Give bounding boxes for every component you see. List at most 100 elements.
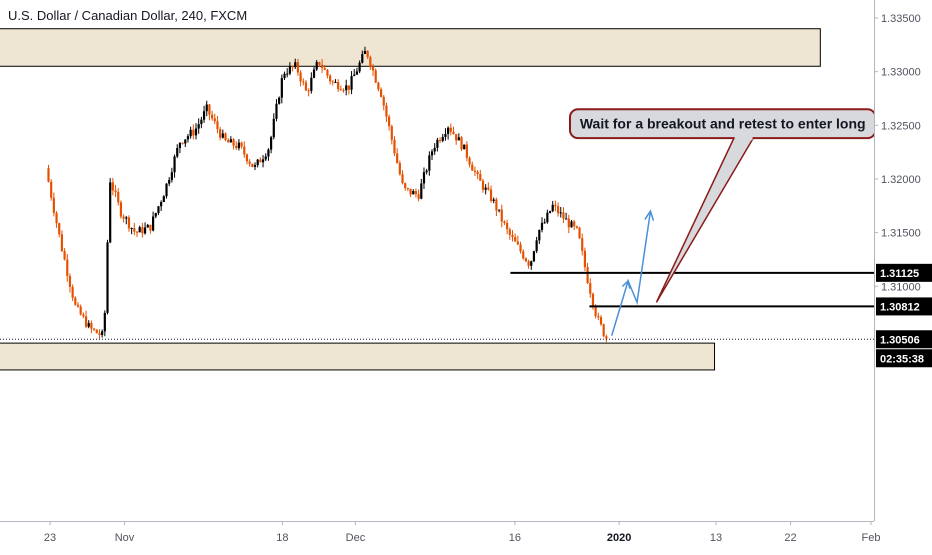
- candle-body: [334, 81, 337, 83]
- candle-body: [307, 90, 310, 92]
- candle-body: [138, 227, 141, 233]
- candle-body: [87, 322, 90, 327]
- candle-body: [583, 250, 586, 268]
- candle-body: [318, 61, 321, 65]
- candle-body: [170, 172, 173, 180]
- candle-body: [119, 202, 123, 217]
- candle-body: [294, 62, 297, 68]
- candle-body: [331, 81, 334, 83]
- candle-body: [538, 229, 541, 241]
- candle-body: [251, 163, 254, 167]
- x-tick-label: Nov: [115, 532, 135, 544]
- candle-body: [272, 118, 275, 138]
- candle-body: [363, 50, 367, 54]
- candle-body: [559, 212, 562, 214]
- candle-body: [377, 82, 380, 90]
- candle-body: [165, 183, 168, 197]
- candle-body: [101, 331, 104, 336]
- candle-body: [339, 89, 342, 91]
- candle-body: [127, 217, 131, 229]
- callout-text: Wait for a breakout and retest to enter …: [580, 116, 866, 132]
- candle-body: [224, 133, 227, 141]
- candle-body: [130, 228, 133, 230]
- candle-body: [530, 261, 533, 266]
- candle-body: [355, 71, 359, 75]
- x-tick-label: 13: [710, 532, 722, 544]
- candle-body: [597, 315, 600, 318]
- candle-body: [109, 182, 112, 243]
- candle-body: [208, 104, 211, 115]
- candle-body: [514, 237, 517, 242]
- candle-body: [374, 70, 377, 83]
- candle-body: [243, 146, 246, 155]
- candle-body: [141, 227, 144, 234]
- candle-body: [508, 229, 511, 236]
- candle-body: [149, 224, 152, 231]
- candle-body: [248, 161, 251, 164]
- candle-body: [253, 165, 257, 167]
- candle-body: [192, 129, 195, 136]
- candle-body: [176, 147, 179, 157]
- support-zone: [0, 342, 716, 371]
- candle-body: [447, 127, 450, 134]
- candle-body: [66, 259, 69, 277]
- candle-body: [511, 235, 514, 238]
- candle-body: [543, 222, 546, 224]
- candle-body: [315, 61, 318, 70]
- y-tick-label: 1.32500: [881, 120, 921, 132]
- candle-body: [481, 180, 485, 190]
- candle-body: [495, 199, 498, 211]
- candle-body: [573, 221, 576, 227]
- candle-body: [55, 212, 58, 224]
- candle-body: [146, 224, 149, 228]
- candle-body: [219, 129, 222, 138]
- candle-body: [602, 324, 605, 337]
- x-tick-label: 22: [784, 532, 796, 544]
- candle-body: [280, 78, 283, 98]
- candle-body: [200, 119, 203, 125]
- candle-body: [82, 314, 85, 317]
- candle-body: [487, 187, 490, 190]
- callout-layer: Wait for a breakout and retest to enter …: [569, 108, 877, 303]
- candle-body: [532, 251, 536, 262]
- candle-body: [570, 221, 573, 228]
- candle-body: [98, 333, 101, 336]
- candle-body: [433, 147, 436, 152]
- candle-body: [540, 222, 544, 230]
- candle-body: [428, 155, 431, 171]
- candle-body: [417, 194, 420, 199]
- candle-body: [267, 149, 270, 157]
- candle-body: [350, 76, 353, 90]
- candle-body: [484, 187, 487, 190]
- candle-body: [194, 128, 198, 136]
- current-price-tag: [876, 330, 932, 349]
- candle-body: [476, 171, 479, 174]
- candle-body: [479, 173, 482, 181]
- candle-body: [473, 170, 477, 172]
- candle-body: [213, 118, 216, 122]
- candle-body: [275, 103, 278, 119]
- zones-layer: [0, 28, 821, 371]
- candle-body: [497, 209, 501, 211]
- candle-body: [441, 136, 444, 141]
- candle-body: [449, 127, 452, 132]
- candle-body: [186, 136, 190, 140]
- candle-body: [320, 64, 324, 69]
- candle-body: [581, 238, 584, 251]
- x-tick-label: 18: [276, 532, 288, 544]
- candle-body: [382, 96, 385, 106]
- projection-path: [611, 211, 652, 336]
- candle-body: [47, 168, 50, 182]
- current-price-tag-label: 1.30506: [880, 334, 920, 346]
- countdown-tag: [876, 349, 932, 368]
- chart-title: U.S. Dollar / Canadian Dollar, 240, FXCM: [8, 8, 248, 23]
- candle-body: [414, 191, 418, 195]
- candle-body: [312, 69, 316, 78]
- candle-body: [232, 139, 235, 146]
- candle-body: [117, 191, 120, 203]
- candle-body: [489, 189, 493, 201]
- candle-body: [95, 329, 98, 334]
